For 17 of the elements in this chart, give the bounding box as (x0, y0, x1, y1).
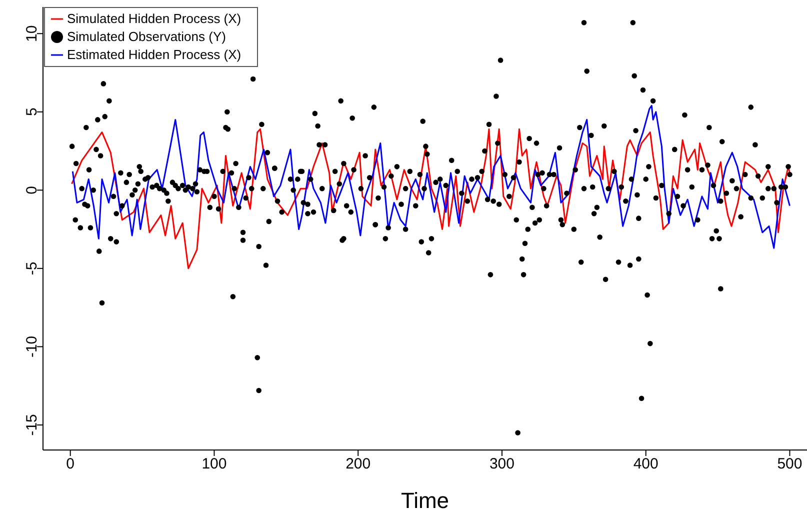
legend-label: Simulated Observations (Y) (67, 29, 226, 44)
legend-label: Estimated Hidden Process (X) (67, 47, 242, 62)
x-tick-label: 400 (633, 456, 658, 473)
x-tick-label: 300 (489, 456, 514, 473)
y-tick-label: -5 (23, 262, 40, 276)
x-tick-label: 100 (202, 456, 227, 473)
legend-label: Simulated Hidden Process (X) (67, 11, 242, 26)
y-tick-label: -10 (23, 336, 40, 358)
x-tick-label: 200 (346, 456, 371, 473)
line-series (72, 104, 790, 249)
y-tick-label: 0 (23, 186, 40, 194)
y-tick-label: -15 (23, 414, 40, 436)
x-tick-label: 0 (66, 456, 75, 473)
y-tick-label: 10 (23, 25, 40, 42)
x-tick-label: 500 (777, 456, 802, 473)
y-tick-label: 5 (23, 108, 40, 116)
x-axis-title: Time (400, 488, 450, 510)
